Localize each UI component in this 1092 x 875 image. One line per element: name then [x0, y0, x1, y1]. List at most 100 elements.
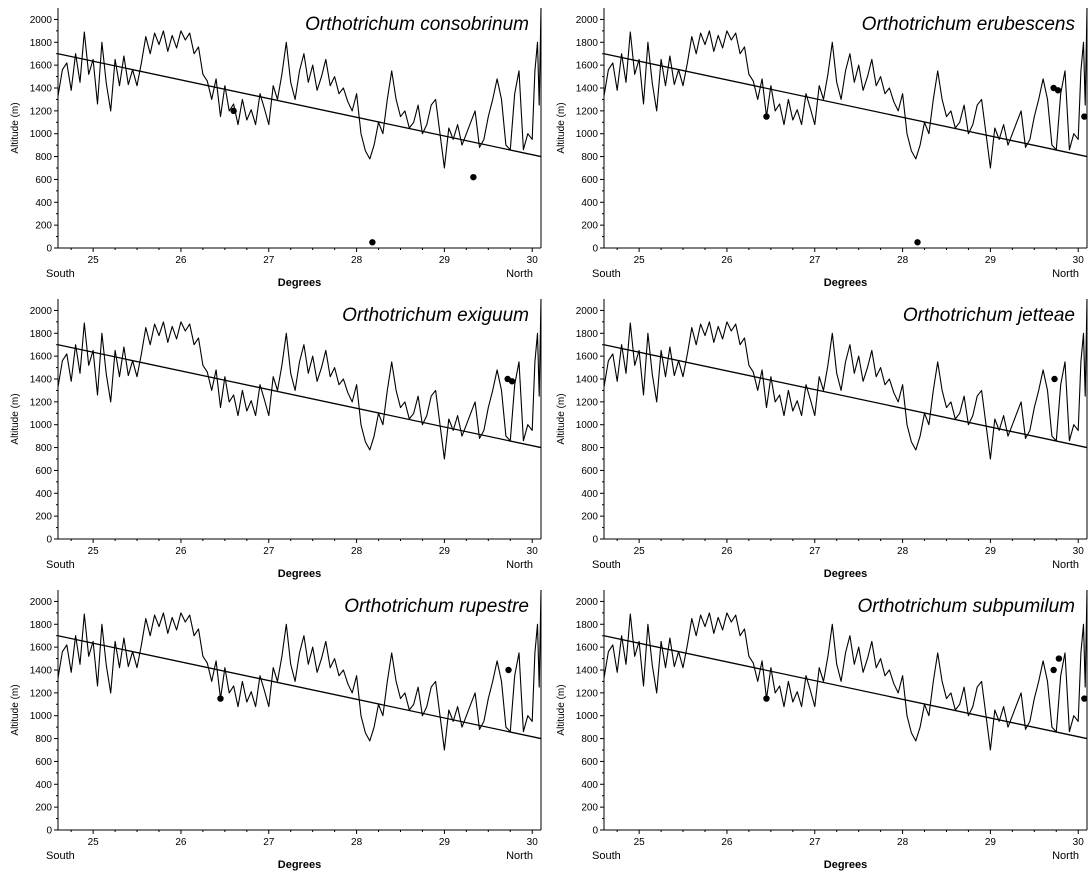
x-tick-label: 26	[721, 255, 733, 266]
x-tick-label: 29	[985, 546, 997, 557]
collection-point	[1054, 87, 1062, 94]
y-tick-label: 1400	[576, 84, 599, 95]
chart-svg: 0 200 400 600 800 1000 1200 1400 1600 1800 2000 25 2…	[10, 298, 542, 580]
north-label: North	[1052, 268, 1079, 280]
chart-panel-2: 0 200 400 600 800 1000 1200 1400 1600 1800 2000 25 2…	[546, 0, 1092, 291]
trend-line	[57, 635, 542, 740]
collection-point	[1051, 375, 1058, 383]
trend-line	[57, 344, 542, 449]
y-tick-label: 600	[581, 175, 598, 186]
y-tick-label: 600	[35, 466, 52, 477]
south-label: South	[592, 559, 621, 571]
y-tick-label: 1200	[576, 688, 599, 699]
panel-title: Orthotrichum subpumilum	[857, 596, 1075, 617]
y-tick-label: 2000	[576, 306, 599, 317]
y-tick-label: 1400	[576, 666, 599, 677]
y-tick-label: 600	[581, 466, 598, 477]
y-tick-label: 2000	[576, 15, 599, 26]
x-axis-title: Degrees	[278, 568, 321, 580]
collection-point	[1055, 655, 1063, 662]
collection-point	[763, 695, 770, 702]
x-tick-label: 30	[527, 255, 539, 266]
collection-point	[763, 113, 770, 120]
collection-point	[217, 695, 224, 702]
x-tick-label: 25	[88, 255, 100, 266]
collection-point	[508, 378, 516, 385]
collection-point	[1081, 695, 1088, 702]
x-tick-label: 28	[351, 546, 363, 557]
x-tick-label: 30	[1073, 546, 1085, 557]
x-tick-label: 28	[897, 546, 909, 557]
y-tick-label: 0	[46, 826, 52, 837]
y-axis-title: Altitude (m)	[556, 102, 567, 153]
x-tick-label: 27	[263, 546, 275, 557]
x-tick-label: 29	[985, 837, 997, 848]
x-tick-label: 27	[809, 255, 821, 266]
x-tick-label: 30	[527, 837, 539, 848]
y-tick-label: 1200	[30, 397, 53, 408]
south-label: South	[46, 268, 75, 280]
chart-panel-4: 0 200 400 600 800 1000 1200 1400 1600 1800 2000 25 2…	[546, 291, 1092, 582]
y-tick-label: 1400	[30, 375, 53, 386]
south-label: South	[592, 268, 621, 280]
panel-title: Orthotrichum erubescens	[862, 14, 1076, 35]
x-axis-title: Degrees	[278, 277, 321, 289]
y-tick-label: 1800	[30, 38, 53, 49]
x-tick-label: 29	[439, 255, 451, 266]
x-axis-title: Degrees	[824, 568, 867, 580]
y-tick-label: 600	[581, 757, 598, 768]
chart-svg: 0 200 400 600 800 1000 1200 1400 1600 1800 2000 25 2…	[556, 589, 1088, 871]
y-tick-label: 1000	[576, 420, 599, 431]
x-tick-label: 28	[897, 255, 909, 266]
x-tick-label: 27	[809, 546, 821, 557]
y-tick-label: 1600	[576, 61, 599, 72]
south-label: South	[46, 559, 75, 571]
y-tick-label: 1200	[30, 688, 53, 699]
collection-point	[914, 239, 921, 246]
y-tick-label: 1600	[30, 352, 53, 363]
x-tick-label: 25	[88, 546, 100, 557]
y-tick-label: 600	[35, 175, 52, 186]
x-tick-label: 26	[721, 546, 733, 557]
x-tick-label: 26	[175, 546, 187, 557]
north-label: North	[506, 559, 533, 571]
panel-title: Orthotrichum consobrinum	[305, 14, 529, 35]
y-tick-label: 1000	[576, 711, 599, 722]
x-tick-label: 26	[175, 255, 187, 266]
panel-title: Orthotrichum exiguum	[342, 305, 529, 326]
x-axis-title: Degrees	[824, 277, 867, 289]
x-tick-label: 25	[634, 546, 646, 557]
x-tick-label: 27	[263, 837, 275, 848]
y-tick-label: 1000	[30, 420, 53, 431]
y-tick-label: 0	[46, 535, 52, 546]
y-tick-label: 1600	[30, 61, 53, 72]
x-tick-label: 28	[351, 255, 363, 266]
x-tick-label: 25	[634, 255, 646, 266]
y-tick-label: 0	[46, 244, 52, 255]
y-axis-title: Altitude (m)	[10, 393, 21, 444]
panel-title: Orthotrichum rupestre	[344, 596, 529, 617]
y-tick-label: 1000	[30, 129, 53, 140]
x-tick-label: 30	[1073, 255, 1085, 266]
y-tick-label: 0	[592, 244, 598, 255]
collection-point	[230, 107, 237, 115]
chart-svg: 0 200 400 600 800 1000 1200 1400 1600 1800 2000 25 2…	[10, 7, 542, 289]
chart-panel-5: 0 200 400 600 800 1000 1200 1400 1600 1800 2000 25 2…	[0, 582, 546, 873]
y-tick-label: 400	[35, 780, 52, 791]
y-tick-label: 2000	[30, 597, 53, 608]
y-tick-label: 800	[581, 152, 598, 163]
x-tick-label: 28	[351, 837, 363, 848]
north-label: North	[506, 850, 533, 862]
y-tick-label: 0	[592, 826, 598, 837]
x-tick-label: 27	[809, 837, 821, 848]
y-tick-label: 800	[581, 734, 598, 745]
y-tick-label: 200	[581, 512, 598, 523]
y-tick-label: 1000	[30, 711, 53, 722]
x-axis-title: Degrees	[824, 859, 867, 871]
south-label: South	[592, 850, 621, 862]
trend-line	[57, 53, 542, 158]
north-label: North	[1052, 850, 1079, 862]
y-tick-label: 200	[35, 803, 52, 814]
y-tick-label: 1800	[576, 38, 599, 49]
